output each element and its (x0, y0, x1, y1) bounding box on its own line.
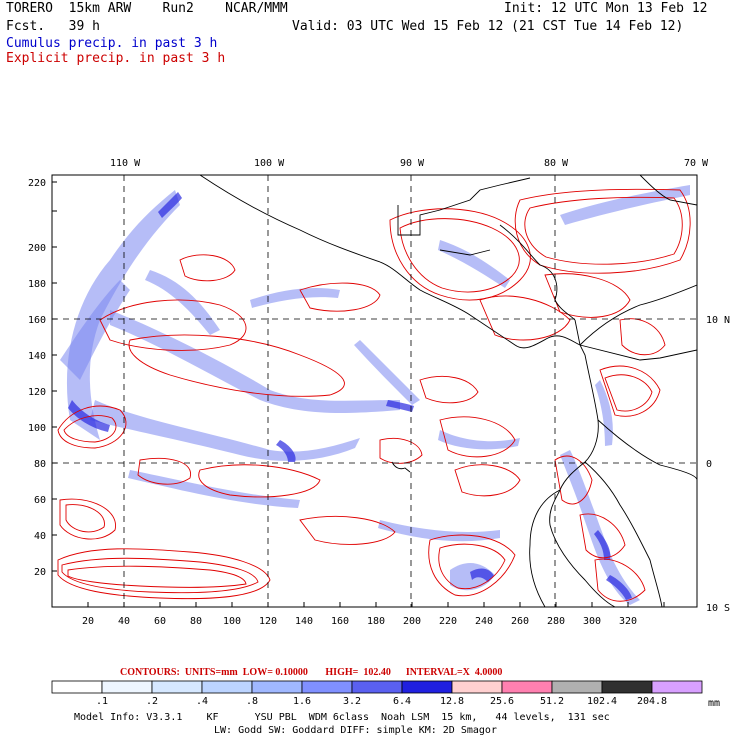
x-tick-label: 100 (223, 616, 241, 627)
colorbar-swatch (251, 680, 303, 694)
model-title: TORERO 15km ARW Run2 NCAR/MMM (6, 1, 288, 16)
lat-label-10s: 10 S (706, 603, 730, 614)
colorbar-swatch (201, 680, 253, 694)
lon-label-110w: 110 W (110, 158, 141, 169)
legend-explicit: Explicit precip. in past 3 h (6, 51, 226, 66)
colorbar-labels: .1 .2 .4 .8 1.6 3.2 6.4 12.8 25.6 51.2 102.4 204.8 (96, 696, 667, 707)
colorbar-swatch (51, 680, 103, 694)
colorbar-label: .8 (246, 696, 258, 707)
colorbar-swatch (351, 680, 403, 694)
colorbar-label: 12.8 (440, 696, 464, 707)
colorbar-swatch (151, 680, 203, 694)
x-tick-label: 180 (367, 616, 385, 627)
x-tick-label: 120 (259, 616, 277, 627)
x-tick-label: 140 (295, 616, 313, 627)
y-tick-label: 60 (34, 495, 46, 506)
x-tick-label: 240 (475, 616, 493, 627)
lon-label-100w: 100 W (254, 158, 285, 169)
colorbar-label: .2 (146, 696, 158, 707)
x-tick-marks (87, 602, 665, 607)
colorbar-label: 1.6 (293, 696, 311, 707)
y-tick-label: 140 (28, 351, 46, 362)
x-tick-label: 20 (82, 616, 94, 627)
x-tick-label: 280 (547, 616, 565, 627)
model-info-line2: LW: Godd SW: Goddard DIFF: simple KM: 2D… (214, 725, 497, 736)
colorbar-label: 204.8 (637, 696, 667, 707)
colorbar-swatch (601, 680, 653, 694)
y-tick-label: 120 (28, 387, 46, 398)
x-tick-label: 260 (511, 616, 529, 627)
colorbar-swatch (651, 680, 703, 694)
colorbar-swatch (501, 680, 553, 694)
colorbar-swatch (101, 680, 153, 694)
cumulus-precip-shading (60, 185, 690, 605)
colorbar-unit: mm (708, 698, 720, 709)
x-tick-label: 200 (403, 616, 421, 627)
lon-label-70w: 70 W (684, 158, 709, 169)
colorbar-label: 3.2 (343, 696, 361, 707)
colorbar-swatch (301, 680, 353, 694)
x-tick-label: 160 (331, 616, 349, 627)
colorbar-label: .1 (96, 696, 108, 707)
y-tick-label: 40 (34, 531, 46, 542)
coastlines (199, 175, 697, 607)
y-tick-label: 160 (28, 315, 46, 326)
y-tick-label: 200 (28, 243, 46, 254)
x-tick-label: 320 (619, 616, 637, 627)
contour-info: CONTOURS: UNITS=mm LOW= 0.10000 HIGH= 10… (120, 667, 503, 678)
x-tick-label: 220 (439, 616, 457, 627)
explicit-precip-contours (57, 188, 691, 602)
lat-label-0: 0 (706, 459, 712, 470)
colorbar (51, 680, 703, 694)
colorbar-swatch (551, 680, 603, 694)
valid-time: Valid: 03 UTC Wed 15 Feb 12 (21 CST Tue … (292, 19, 684, 34)
lat-lon-grid (52, 175, 697, 607)
x-axis-labels: 20 40 60 80 100 120 140 160 180 200 220 … (82, 616, 637, 627)
y-tick-label: 20 (34, 567, 46, 578)
colorbar-label: 25.6 (490, 696, 514, 707)
legend-cumulus: Cumulus precip. in past 3 h (6, 36, 218, 51)
x-tick-label: 40 (118, 616, 130, 627)
x-tick-label: 60 (154, 616, 166, 627)
lon-label-80w: 80 W (544, 158, 569, 169)
y-axis-labels: 20 40 60 80 100 120 140 160 180 200 220 (28, 178, 46, 578)
x-tick-label: 300 (583, 616, 601, 627)
plot-area (51, 174, 698, 608)
colorbar-swatch (451, 680, 503, 694)
colorbar-label: 51.2 (540, 696, 564, 707)
model-info-line1: Model Info: V3.3.1 KF YSU PBL WDM 6class… (74, 712, 610, 723)
y-tick-label: 220 (28, 178, 46, 189)
x-tick-label: 80 (190, 616, 202, 627)
y-tick-label: 80 (34, 459, 46, 470)
lat-label-10n: 10 N (706, 315, 730, 326)
y-tick-label: 180 (28, 279, 46, 290)
y-tick-label: 100 (28, 423, 46, 434)
init-time: Init: 12 UTC Mon 13 Feb 12 (504, 1, 708, 16)
colorbar-label: 6.4 (393, 696, 411, 707)
lon-label-90w: 90 W (400, 158, 425, 169)
colorbar-swatch (401, 680, 453, 694)
forecast-hour: Fcst. 39 h (6, 19, 100, 34)
cumulus-precip-core (68, 192, 632, 600)
y-tick-marks (52, 181, 57, 572)
colorbar-label: .4 (196, 696, 208, 707)
colorbar-label: 102.4 (587, 696, 617, 707)
